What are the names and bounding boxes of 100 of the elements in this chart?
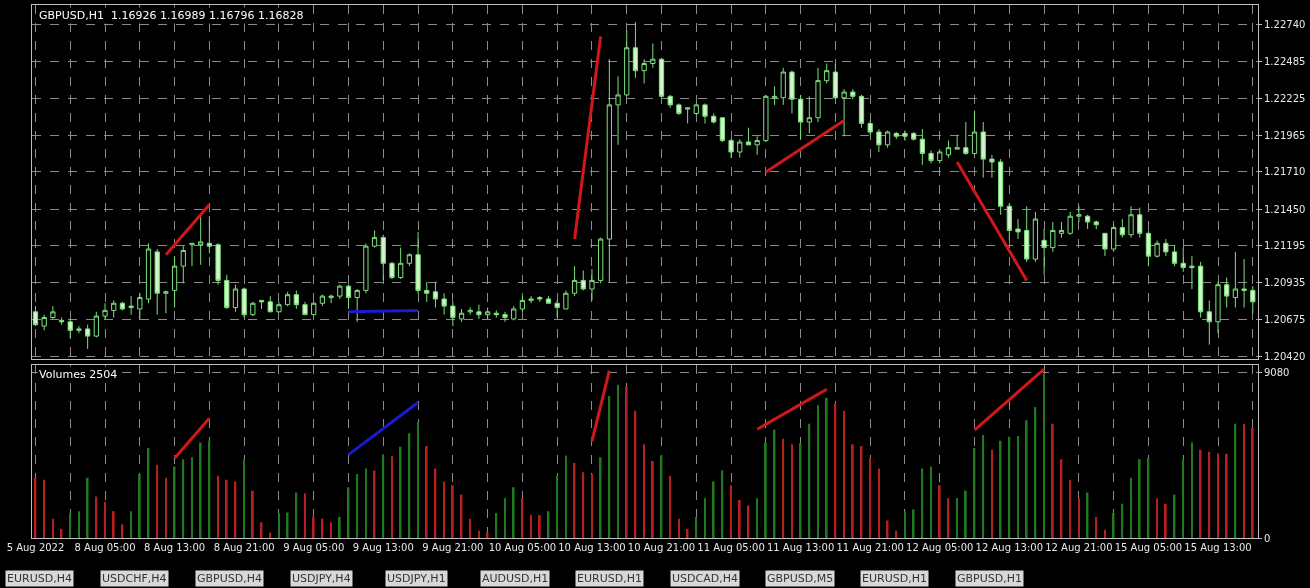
bar — [869, 457, 872, 538]
x-tick-label: 5 Aug 2022 — [6, 542, 65, 553]
candlestick — [319, 294, 326, 307]
candlestick — [1102, 232, 1108, 257]
candlestick — [111, 299, 117, 319]
candlestick — [258, 299, 265, 310]
bar — [756, 498, 759, 538]
candlestick — [841, 88, 847, 137]
candlestick — [1119, 218, 1125, 239]
bar — [651, 461, 654, 538]
candlestick — [232, 284, 239, 313]
candlestick — [337, 284, 343, 300]
candlestick — [571, 265, 578, 297]
bar — [356, 473, 359, 538]
bar — [1191, 442, 1193, 538]
candlestick — [928, 150, 934, 164]
bar — [43, 479, 46, 538]
y-tick-label: 9080 — [1264, 366, 1290, 378]
candlestick — [519, 295, 526, 313]
candlestick — [189, 242, 195, 267]
candlestick — [380, 234, 386, 281]
bar — [1217, 453, 1219, 538]
candlestick — [163, 289, 169, 314]
candlestick — [632, 21, 639, 79]
candlestick — [1050, 221, 1056, 253]
candlestick — [1015, 218, 1021, 240]
bar — [86, 477, 89, 538]
bar — [130, 511, 132, 538]
candlestick — [876, 128, 882, 153]
candlestick — [198, 215, 204, 266]
bar — [1130, 477, 1132, 538]
bar — [243, 459, 246, 538]
bar — [1182, 459, 1185, 538]
bar — [1251, 427, 1254, 538]
x-tick-label: 15 Aug 05:00 — [1114, 542, 1183, 553]
bar — [565, 455, 567, 538]
bar — [365, 468, 367, 538]
bar — [1156, 498, 1159, 538]
candlestick — [771, 85, 778, 106]
bar — [165, 477, 167, 538]
bar — [912, 509, 915, 538]
bar — [1243, 424, 1245, 538]
bar — [538, 515, 541, 538]
bar — [478, 530, 480, 538]
text: GBPUSD,H1 — [957, 572, 1022, 585]
bar — [408, 433, 411, 538]
bar — [443, 481, 446, 538]
candlestick — [493, 309, 499, 319]
candlestick — [719, 117, 726, 143]
candlestick — [302, 301, 308, 316]
bar — [782, 438, 785, 538]
bar — [956, 497, 959, 538]
bar — [399, 446, 402, 538]
bar — [1017, 435, 1019, 538]
chart-title: Volumes 2504 — [39, 368, 118, 381]
candlestick — [1041, 228, 1047, 276]
candlestick — [1154, 239, 1160, 259]
candlestick — [32, 305, 39, 327]
candlestick — [432, 281, 439, 309]
candlestick — [1224, 277, 1230, 309]
y-tick-label: 1.20420 — [1264, 350, 1306, 362]
x-tick-label: 11 Aug 21:00 — [836, 542, 904, 553]
bar — [425, 446, 428, 538]
candlestick — [154, 248, 160, 316]
bar — [417, 422, 419, 538]
candlestick — [1093, 219, 1099, 230]
candlestick — [1145, 229, 1152, 267]
bar — [512, 487, 515, 538]
bar — [764, 442, 767, 538]
bar — [712, 481, 715, 538]
candlestick — [215, 242, 221, 286]
x-tick-label: 9 Aug 13:00 — [352, 542, 414, 553]
bar — [112, 511, 115, 538]
text: EURUSD,H1 — [577, 572, 642, 585]
bar — [330, 522, 332, 538]
x-tick-label: 10 Aug 13:00 — [558, 542, 626, 553]
candlestick — [511, 305, 517, 321]
bar — [991, 449, 993, 538]
text: EURUSD,H4 — [7, 572, 72, 585]
candlestick — [815, 67, 821, 123]
x-tick-label: 9 Aug 21:00 — [422, 542, 484, 553]
candlestick — [832, 63, 839, 100]
bar — [1095, 516, 1098, 538]
candlestick — [902, 130, 908, 142]
candlestick — [41, 314, 47, 331]
text: USDJPY,H1 — [387, 572, 446, 585]
candlestick — [1067, 211, 1073, 236]
candlestick — [598, 237, 604, 284]
candlestick — [954, 134, 960, 150]
text: AUDUSD,H1 — [482, 572, 549, 585]
bar — [278, 513, 280, 538]
candlestick — [67, 318, 73, 340]
bar — [799, 443, 802, 538]
x-tick-label: 8 Aug 21:00 — [213, 542, 275, 553]
candlestick — [684, 107, 691, 124]
candlestick — [667, 94, 673, 109]
candlestick — [1006, 202, 1012, 241]
bar — [1138, 459, 1141, 538]
bar — [730, 485, 732, 538]
candlestick — [754, 135, 760, 156]
